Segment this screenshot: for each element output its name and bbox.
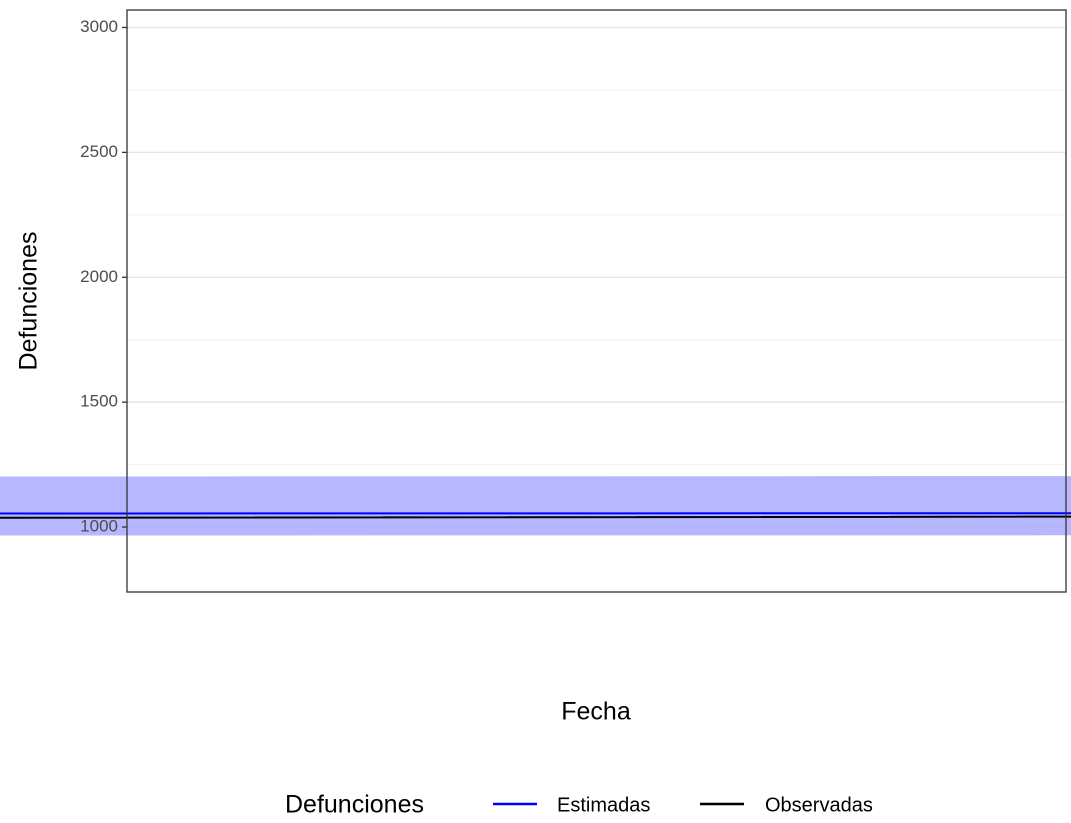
y-tick-label: 2000 <box>80 267 118 286</box>
y-tick-label: 1000 <box>80 517 118 536</box>
confidence-band <box>0 476 1071 536</box>
y-tick-label: 2500 <box>80 142 118 161</box>
legend-label: Observadas <box>765 794 873 816</box>
y-axis-title: Defunciones <box>15 232 43 371</box>
y-tick-label: 1500 <box>80 392 118 411</box>
x-axis-title: Fecha <box>561 698 631 726</box>
legend-label: Estimadas <box>557 794 650 816</box>
legend-title: Defunciones <box>285 791 424 819</box>
panel-border <box>126 9 1067 593</box>
y-tick-label: 3000 <box>80 17 118 36</box>
